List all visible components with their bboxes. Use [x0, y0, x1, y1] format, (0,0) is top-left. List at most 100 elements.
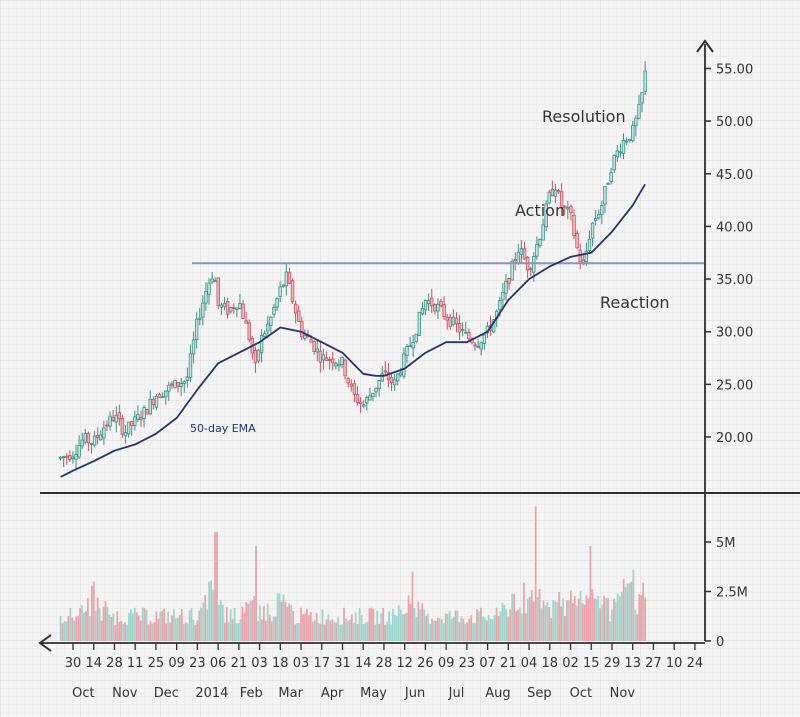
volume-bar: [237, 623, 240, 641]
volume-bar: [480, 607, 482, 641]
volume-bar: [423, 609, 426, 641]
price-tick-label: 45.00: [716, 168, 753, 183]
volume-bar: [454, 610, 457, 641]
volume-bar: [634, 609, 637, 641]
candle: [448, 313, 452, 330]
volume-bar: [431, 618, 433, 641]
price-tick-label: 30.00: [716, 326, 753, 341]
candle: [603, 185, 607, 213]
x-tick-label: 14: [355, 656, 372, 671]
x-tick-label: 11: [127, 656, 144, 671]
candle: [102, 420, 106, 445]
volume-bar: [282, 594, 285, 641]
volume-bar: [161, 610, 164, 641]
volume-bar: [349, 619, 351, 641]
volume-bar: [517, 609, 519, 641]
candle: [176, 381, 180, 393]
x-tick-label: 09: [438, 656, 455, 671]
volume-bar: [415, 616, 418, 641]
volume-bar: [450, 618, 453, 641]
candle: [89, 442, 94, 454]
volume-bar: [210, 580, 213, 641]
candle: [374, 387, 378, 398]
volume-bar: [167, 611, 169, 641]
candle: [479, 341, 483, 356]
volume-bar: [147, 624, 150, 641]
volume-bar: [530, 590, 533, 641]
candle: [160, 392, 165, 399]
candle: [464, 321, 468, 334]
candle: [145, 408, 149, 415]
volume-bar: [122, 623, 125, 641]
candle: [559, 183, 564, 216]
x-tick-label: 27: [645, 656, 662, 671]
volume-bar: [288, 603, 291, 641]
volume-bar: [364, 622, 367, 641]
volume-bar: [622, 578, 625, 641]
volume-bar: [487, 614, 490, 641]
candle: [597, 209, 601, 220]
x-tick-label: 30: [65, 656, 82, 671]
volume-bar: [175, 618, 177, 641]
volume-bar: [182, 623, 185, 641]
candle: [74, 444, 78, 470]
volume-bar: [294, 624, 297, 641]
volume-bar: [85, 611, 87, 641]
volume-bar: [552, 600, 555, 641]
volume-bar: [564, 616, 566, 641]
volume-bar: [485, 620, 488, 641]
candle: [275, 297, 279, 312]
volume-bar: [611, 609, 613, 641]
candle: [201, 295, 205, 326]
volume-bar: [151, 623, 154, 641]
candle: [615, 145, 620, 162]
volume-bar: [251, 600, 254, 641]
volume-bar: [550, 618, 553, 641]
candle: [513, 252, 517, 271]
volume-bar: [231, 619, 234, 641]
volume-bar: [472, 622, 474, 641]
volume-bar: [523, 582, 525, 641]
x-month-label: Jun: [404, 686, 425, 701]
candle: [519, 240, 524, 264]
x-tick-label: 31: [334, 656, 351, 671]
candle: [80, 432, 84, 449]
volume-bar: [196, 620, 199, 641]
candle: [430, 288, 434, 313]
candle: [553, 183, 558, 204]
volume-bar: [96, 597, 99, 641]
candle: [222, 297, 227, 311]
volume-bar: [609, 621, 611, 641]
volume-bar: [235, 623, 238, 641]
volume-bar: [171, 615, 173, 641]
candle: [117, 404, 122, 426]
volume-bar: [438, 617, 441, 641]
volume-bar: [184, 622, 187, 641]
volume-bar: [503, 604, 506, 641]
volume-bar: [444, 613, 447, 641]
candle: [219, 302, 224, 316]
resolution-label: Resolution: [542, 107, 626, 126]
candle: [86, 431, 91, 451]
candle: [300, 316, 304, 341]
volume-bar: [212, 589, 214, 641]
volume-bar: [186, 623, 189, 641]
candle: [123, 425, 128, 444]
candle: [182, 380, 186, 393]
candle: [136, 405, 140, 423]
volume-bar: [474, 623, 476, 641]
volume-bar: [306, 608, 308, 641]
volume-bar: [544, 605, 547, 641]
volume-bar: [325, 619, 328, 641]
volume-bar: [505, 609, 508, 641]
volume-bar: [354, 612, 357, 641]
candle: [423, 299, 428, 316]
volume-bar: [560, 606, 562, 641]
volume-bar: [374, 624, 377, 641]
candle: [334, 361, 338, 370]
candle: [569, 204, 573, 221]
volume-bar: [386, 621, 388, 641]
volume-bar: [135, 612, 138, 641]
candle: [343, 358, 347, 380]
